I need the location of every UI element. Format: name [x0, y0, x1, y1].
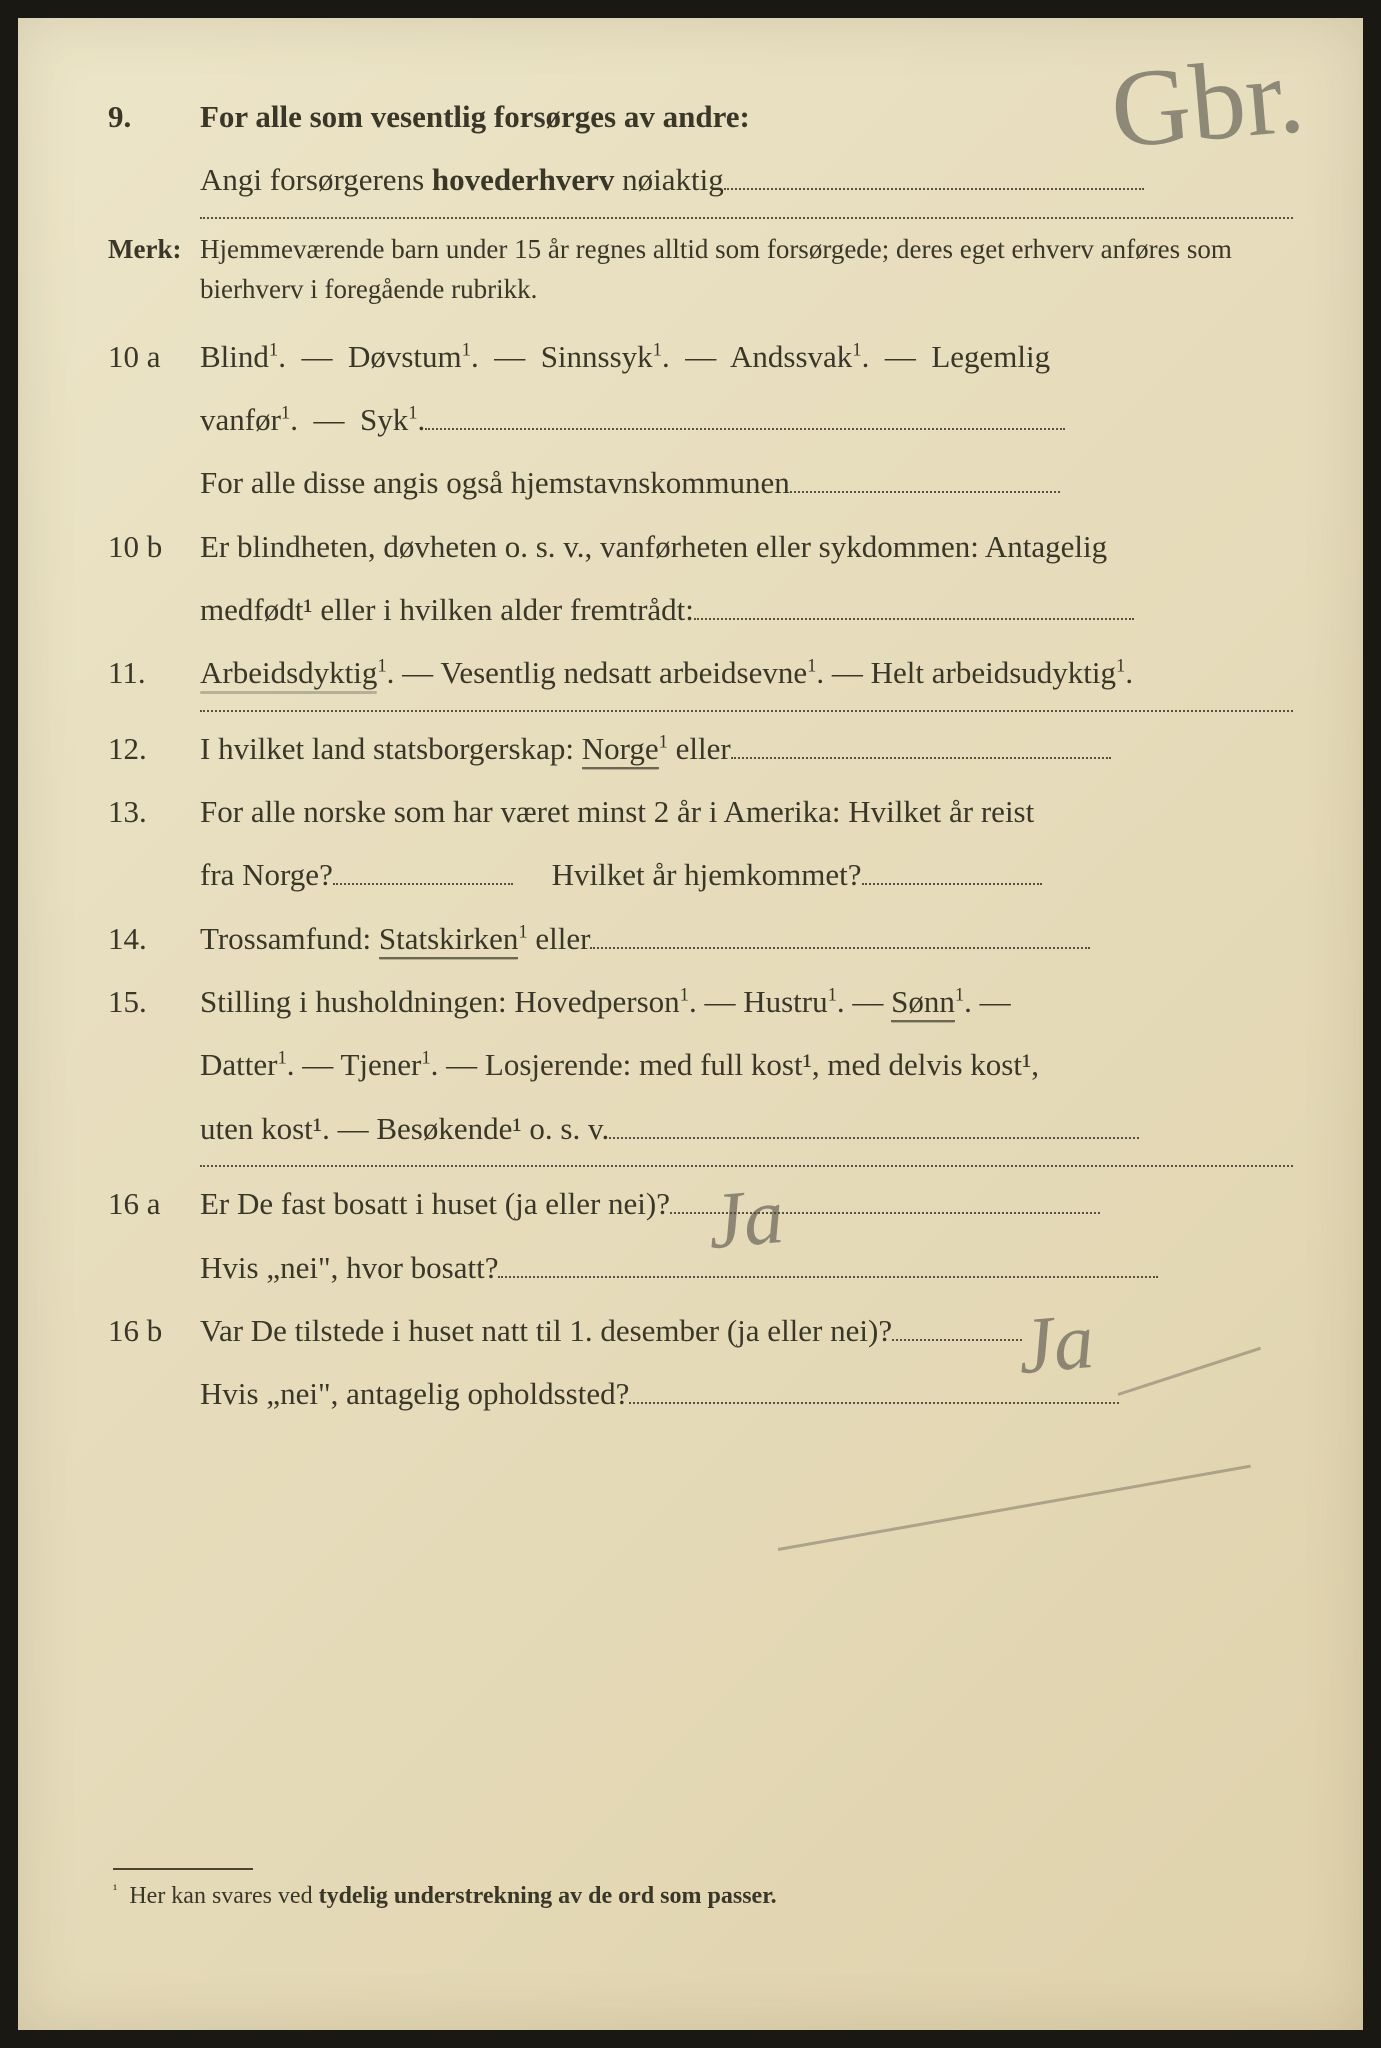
q11: 11. Arbeidsdyktig1. — Vesentlig nedsatt …: [108, 644, 1293, 701]
opt-dovstum: Døvstum1.: [348, 339, 479, 374]
opt-hovedperson: Hovedperson1.: [514, 984, 696, 1019]
q16a-line2: Hvis „nei", hvor bosatt?: [108, 1239, 1293, 1296]
form-content: 9. For alle som vesentlig forsørges av a…: [108, 88, 1293, 1429]
opt-udyktig: Helt arbeidsudyktig1.: [871, 655, 1133, 690]
q10b: 10 b Er blindheten, døvheten o. s. v., v…: [108, 518, 1293, 575]
q15-lead: Stilling i husholdningen:: [200, 984, 514, 1019]
q16a-line1: Er De fast bosatt i huset (ja eller nei)…: [200, 1186, 670, 1221]
q16b-line1: Var De tilstede i huset natt til 1. dese…: [200, 1313, 892, 1348]
merk-text: Hjemmeværende barn under 15 år regnes al…: [200, 229, 1293, 310]
q10a-line2: For alle disse angis også hjemstavnskomm…: [108, 454, 1293, 511]
opt-arbeidsdyktig: Arbeidsdyktig: [200, 655, 377, 690]
footnote-marker: ¹: [113, 1882, 117, 1898]
q10b-text1: Er blindheten, døvheten o. s. v., vanfør…: [200, 518, 1293, 575]
q9-bold: hovederhverv: [432, 162, 615, 197]
opt-syk: Syk1.: [360, 402, 425, 437]
q13-line2: fra Norge? Hvilket år hjemkommet?: [108, 846, 1293, 903]
q10a-blank[interactable]: [425, 397, 1065, 430]
q14-number: 14.: [108, 910, 200, 967]
q14-suffix: eller: [535, 921, 590, 956]
q13a: fra Norge?: [200, 857, 333, 892]
q15-blank[interactable]: [609, 1106, 1139, 1139]
footnote: ¹ Her kan svares ved tydelig understrekn…: [113, 1868, 777, 1910]
q11-number: 11.: [108, 644, 200, 701]
q14-text: Trossamfund:: [200, 921, 379, 956]
opt-statskirken: Statskirken: [379, 921, 519, 956]
census-form-page: 9. For alle som vesentlig forsørges av a…: [18, 18, 1363, 2030]
opt-sinnssyk: Sinnssyk1.: [541, 339, 670, 374]
q10b-text2: medfødt¹ eller i hvilken alder fremtrådt…: [200, 592, 694, 627]
q10a-cont: vanfør1. — Syk1.: [108, 391, 1293, 448]
q10a-number: 10 a: [108, 328, 200, 385]
q10a-body: Blind1. — Døvstum1. — Sinnssyk1. — Andss…: [200, 328, 1293, 385]
q15: 15. Stilling i husholdningen: Hovedperso…: [108, 973, 1293, 1030]
opt-norge: Norge: [582, 731, 659, 766]
q9-title: For alle som vesentlig forsørges av andr…: [200, 88, 1293, 145]
q16b: 16 b Var De tilstede i huset natt til 1.…: [108, 1302, 1293, 1359]
q15-line2: Datter1. — Tjener1. — Losjerende: med fu…: [108, 1036, 1293, 1093]
merk-note: Merk: Hjemmeværende barn under 15 år reg…: [108, 229, 1293, 310]
q12-blank[interactable]: [731, 726, 1111, 759]
q13-blank2[interactable]: [862, 852, 1042, 885]
q13: 13. For alle norske som har været minst …: [108, 783, 1293, 840]
q16b-line2: Hvis „nei", antagelig opholdssted?: [108, 1365, 1293, 1422]
opt-andssvak: Andssvak1.: [730, 339, 869, 374]
q12-text: I hvilket land statsborgerskap:: [200, 731, 582, 766]
q9-prefix: Angi forsørgerens: [200, 162, 432, 197]
q9-line1: 9. For alle som vesentlig forsørges av a…: [108, 88, 1293, 145]
opt-datter: Datter1.: [200, 1047, 295, 1082]
footnote-rule: [113, 1868, 253, 1870]
q15-losj: Losjerende: med full kost¹, med delvis k…: [485, 1047, 1039, 1082]
q12: 12. I hvilket land statsborgerskap: Norg…: [108, 720, 1293, 777]
opt-sonn: Sønn: [891, 984, 955, 1019]
q12-number: 12.: [108, 720, 200, 777]
q11-rule: [200, 710, 1293, 712]
q14-blank[interactable]: [590, 916, 1090, 949]
opt-blind: Blind1.: [200, 339, 286, 374]
q15-line3-text: uten kost¹. — Besøkende¹ o. s. v.: [200, 1111, 609, 1146]
q15-number: 15.: [108, 973, 200, 1030]
q16a-blank[interactable]: [670, 1181, 1100, 1214]
q9-blank[interactable]: [724, 157, 1144, 190]
q16b-blank[interactable]: [892, 1308, 1022, 1341]
opt-tjener: Tjener1.: [340, 1047, 438, 1082]
q16b-blank2[interactable]: [629, 1371, 1119, 1404]
q10a: 10 a Blind1. — Døvstum1. — Sinnssyk1. — …: [108, 328, 1293, 385]
q13-line1: For alle norske som har været minst 2 år…: [200, 783, 1293, 840]
q9-suffix: nøiaktig: [614, 162, 723, 197]
q16a: 16 a Er De fast bosatt i huset (ja eller…: [108, 1175, 1293, 1232]
q15-rule: [200, 1165, 1293, 1167]
opt-nedsatt: Vesentlig nedsatt arbeidsevne1.: [440, 655, 824, 690]
q13-blank1[interactable]: [333, 852, 513, 885]
opt-vanfor: vanfør1.: [200, 402, 298, 437]
q10b-blank[interactable]: [694, 587, 1134, 620]
q13-number: 13.: [108, 783, 200, 840]
q10b-line2: medfødt¹ eller i hvilken alder fremtrådt…: [108, 581, 1293, 638]
footnote-pre: Her kan svares ved: [129, 1883, 318, 1909]
pencil-stroke-2: [778, 1465, 1251, 1551]
q9-rule: [200, 217, 1293, 219]
q9-line2: Angi forsørgerens hovederhverv nøiaktig: [108, 151, 1293, 208]
q14: 14. Trossamfund: Statskirken1 eller: [108, 910, 1293, 967]
opt-hustru: Hustru1.: [743, 984, 844, 1019]
q9-body: Angi forsørgerens hovederhverv nøiaktig: [200, 151, 1293, 208]
merk-label: Merk:: [108, 229, 200, 310]
q16b-text2: Hvis „nei", antagelig opholdssted?: [200, 1376, 629, 1411]
q10a-blank2[interactable]: [790, 460, 1060, 493]
q16b-number: 16 b: [108, 1302, 200, 1359]
opt-legemlig: Legemlig: [931, 339, 1050, 374]
q12-suffix: eller: [676, 731, 731, 766]
q10a-hjemstavn: For alle disse angis også hjemstavnskomm…: [200, 465, 790, 500]
q16a-number: 16 a: [108, 1175, 200, 1232]
q9-number: 9.: [108, 88, 200, 145]
q13b: Hvilket år hjemkommet?: [552, 857, 862, 892]
q16a-text2: Hvis „nei", hvor bosatt?: [200, 1250, 498, 1285]
q10b-number: 10 b: [108, 518, 200, 575]
q15-line3: uten kost¹. — Besøkende¹ o. s. v.: [108, 1100, 1293, 1157]
footnote-bold: tydelig understrekning av de ord som pas…: [319, 1883, 777, 1909]
q16a-blank2[interactable]: [498, 1245, 1158, 1278]
